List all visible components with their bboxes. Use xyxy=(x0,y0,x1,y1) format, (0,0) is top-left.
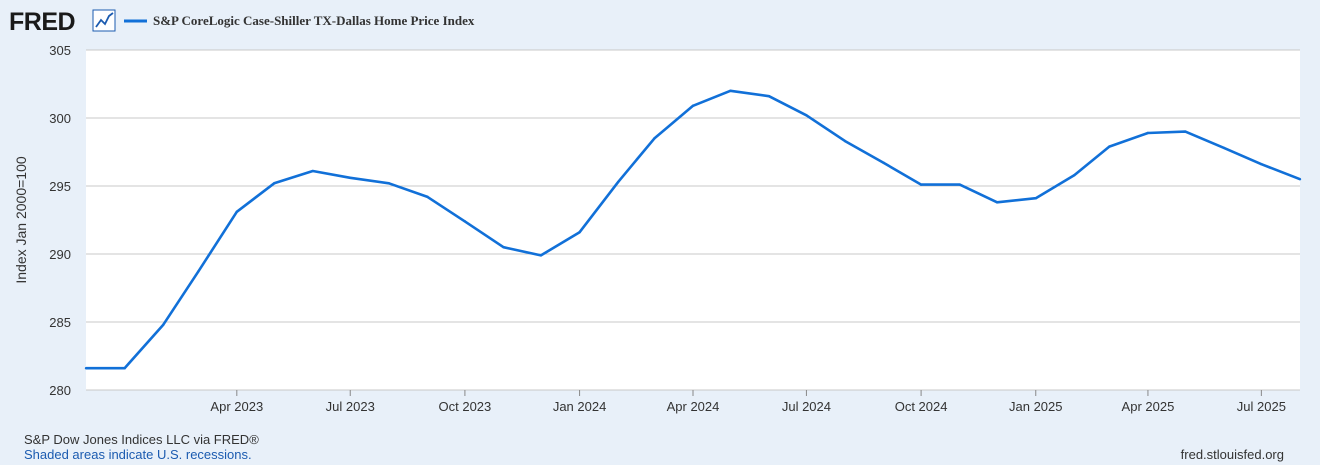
series-layer xyxy=(84,89,1302,370)
x-tick-label: Apr 2025 xyxy=(1122,399,1175,414)
data-point[interactable] xyxy=(349,176,352,180)
data-point[interactable] xyxy=(767,95,771,98)
x-tick-label: Apr 2024 xyxy=(667,399,720,414)
data-point[interactable] xyxy=(617,180,620,184)
data-point[interactable] xyxy=(311,169,315,173)
data-point[interactable] xyxy=(578,231,581,234)
y-tick-label: 290 xyxy=(49,247,71,262)
x-tick-label: Oct 2023 xyxy=(439,399,492,414)
data-point[interactable] xyxy=(273,182,276,185)
y-tick-label: 295 xyxy=(49,179,71,194)
data-point[interactable] xyxy=(691,104,695,107)
data-point[interactable] xyxy=(426,195,429,199)
data-point[interactable] xyxy=(805,114,808,117)
x-tick-label: Jul 2025 xyxy=(1237,399,1286,414)
y-tick-label: 285 xyxy=(49,315,71,330)
data-point[interactable] xyxy=(387,182,391,185)
data-point[interactable] xyxy=(653,137,656,140)
y-axis-ticks: 280 285 290 295 300 305 xyxy=(49,43,71,398)
data-point[interactable] xyxy=(958,183,961,186)
legend-label: S&P CoreLogic Case-Shiller TX-Dallas Hom… xyxy=(153,13,475,28)
data-point[interactable] xyxy=(1298,178,1302,181)
data-point[interactable] xyxy=(1222,146,1226,150)
fred-logo[interactable]: FRED xyxy=(9,8,116,36)
data-point[interactable] xyxy=(196,270,200,273)
y-axis-title: Index Jan 2000=100 xyxy=(13,156,29,283)
data-point[interactable] xyxy=(729,89,732,93)
recession-note-link[interactable]: Shaded areas indicate U.S. recessions. xyxy=(24,447,252,462)
data-point[interactable] xyxy=(919,183,923,186)
data-point[interactable] xyxy=(843,139,847,143)
data-point[interactable] xyxy=(162,323,165,326)
data-point[interactable] xyxy=(1146,131,1150,135)
legend: S&P CoreLogic Case-Shiller TX-Dallas Hom… xyxy=(124,13,475,28)
fred-logo-text: FRED xyxy=(9,8,75,36)
data-point[interactable] xyxy=(502,246,505,249)
data-point[interactable] xyxy=(1184,130,1187,133)
source-text: S&P Dow Jones Indices LLC via FRED® xyxy=(24,432,259,447)
data-point[interactable] xyxy=(995,201,999,204)
x-tick-label: Oct 2024 xyxy=(895,399,948,414)
x-tick-label: Jan 2024 xyxy=(553,399,607,414)
data-point[interactable] xyxy=(463,220,467,223)
data-point[interactable] xyxy=(1034,197,1037,200)
data-point[interactable] xyxy=(1108,145,1111,148)
y-tick-label: 280 xyxy=(49,383,71,398)
data-point[interactable] xyxy=(235,210,239,214)
data-point[interactable] xyxy=(1073,173,1076,177)
data-point[interactable] xyxy=(123,367,126,370)
line-chart-icon xyxy=(92,9,116,32)
x-axis-ticks: Apr 2023 Jul 2023 Oct 2023 Jan 2024 Apr 2024… xyxy=(210,390,1286,414)
plot-area xyxy=(86,50,1300,390)
x-tick-label: Apr 2023 xyxy=(210,399,263,414)
site-link[interactable]: fred.stlouisfed.org xyxy=(1181,447,1284,462)
x-tick-label: Jul 2023 xyxy=(326,399,375,414)
x-tick-label: Jan 2025 xyxy=(1009,399,1063,414)
y-tick-label: 305 xyxy=(49,43,71,58)
data-point[interactable] xyxy=(1260,163,1263,166)
y-tick-label: 300 xyxy=(49,111,71,126)
data-point[interactable] xyxy=(539,254,543,257)
data-point[interactable] xyxy=(84,367,88,370)
data-point[interactable] xyxy=(882,161,885,165)
x-tick-label: Jul 2024 xyxy=(782,399,831,414)
